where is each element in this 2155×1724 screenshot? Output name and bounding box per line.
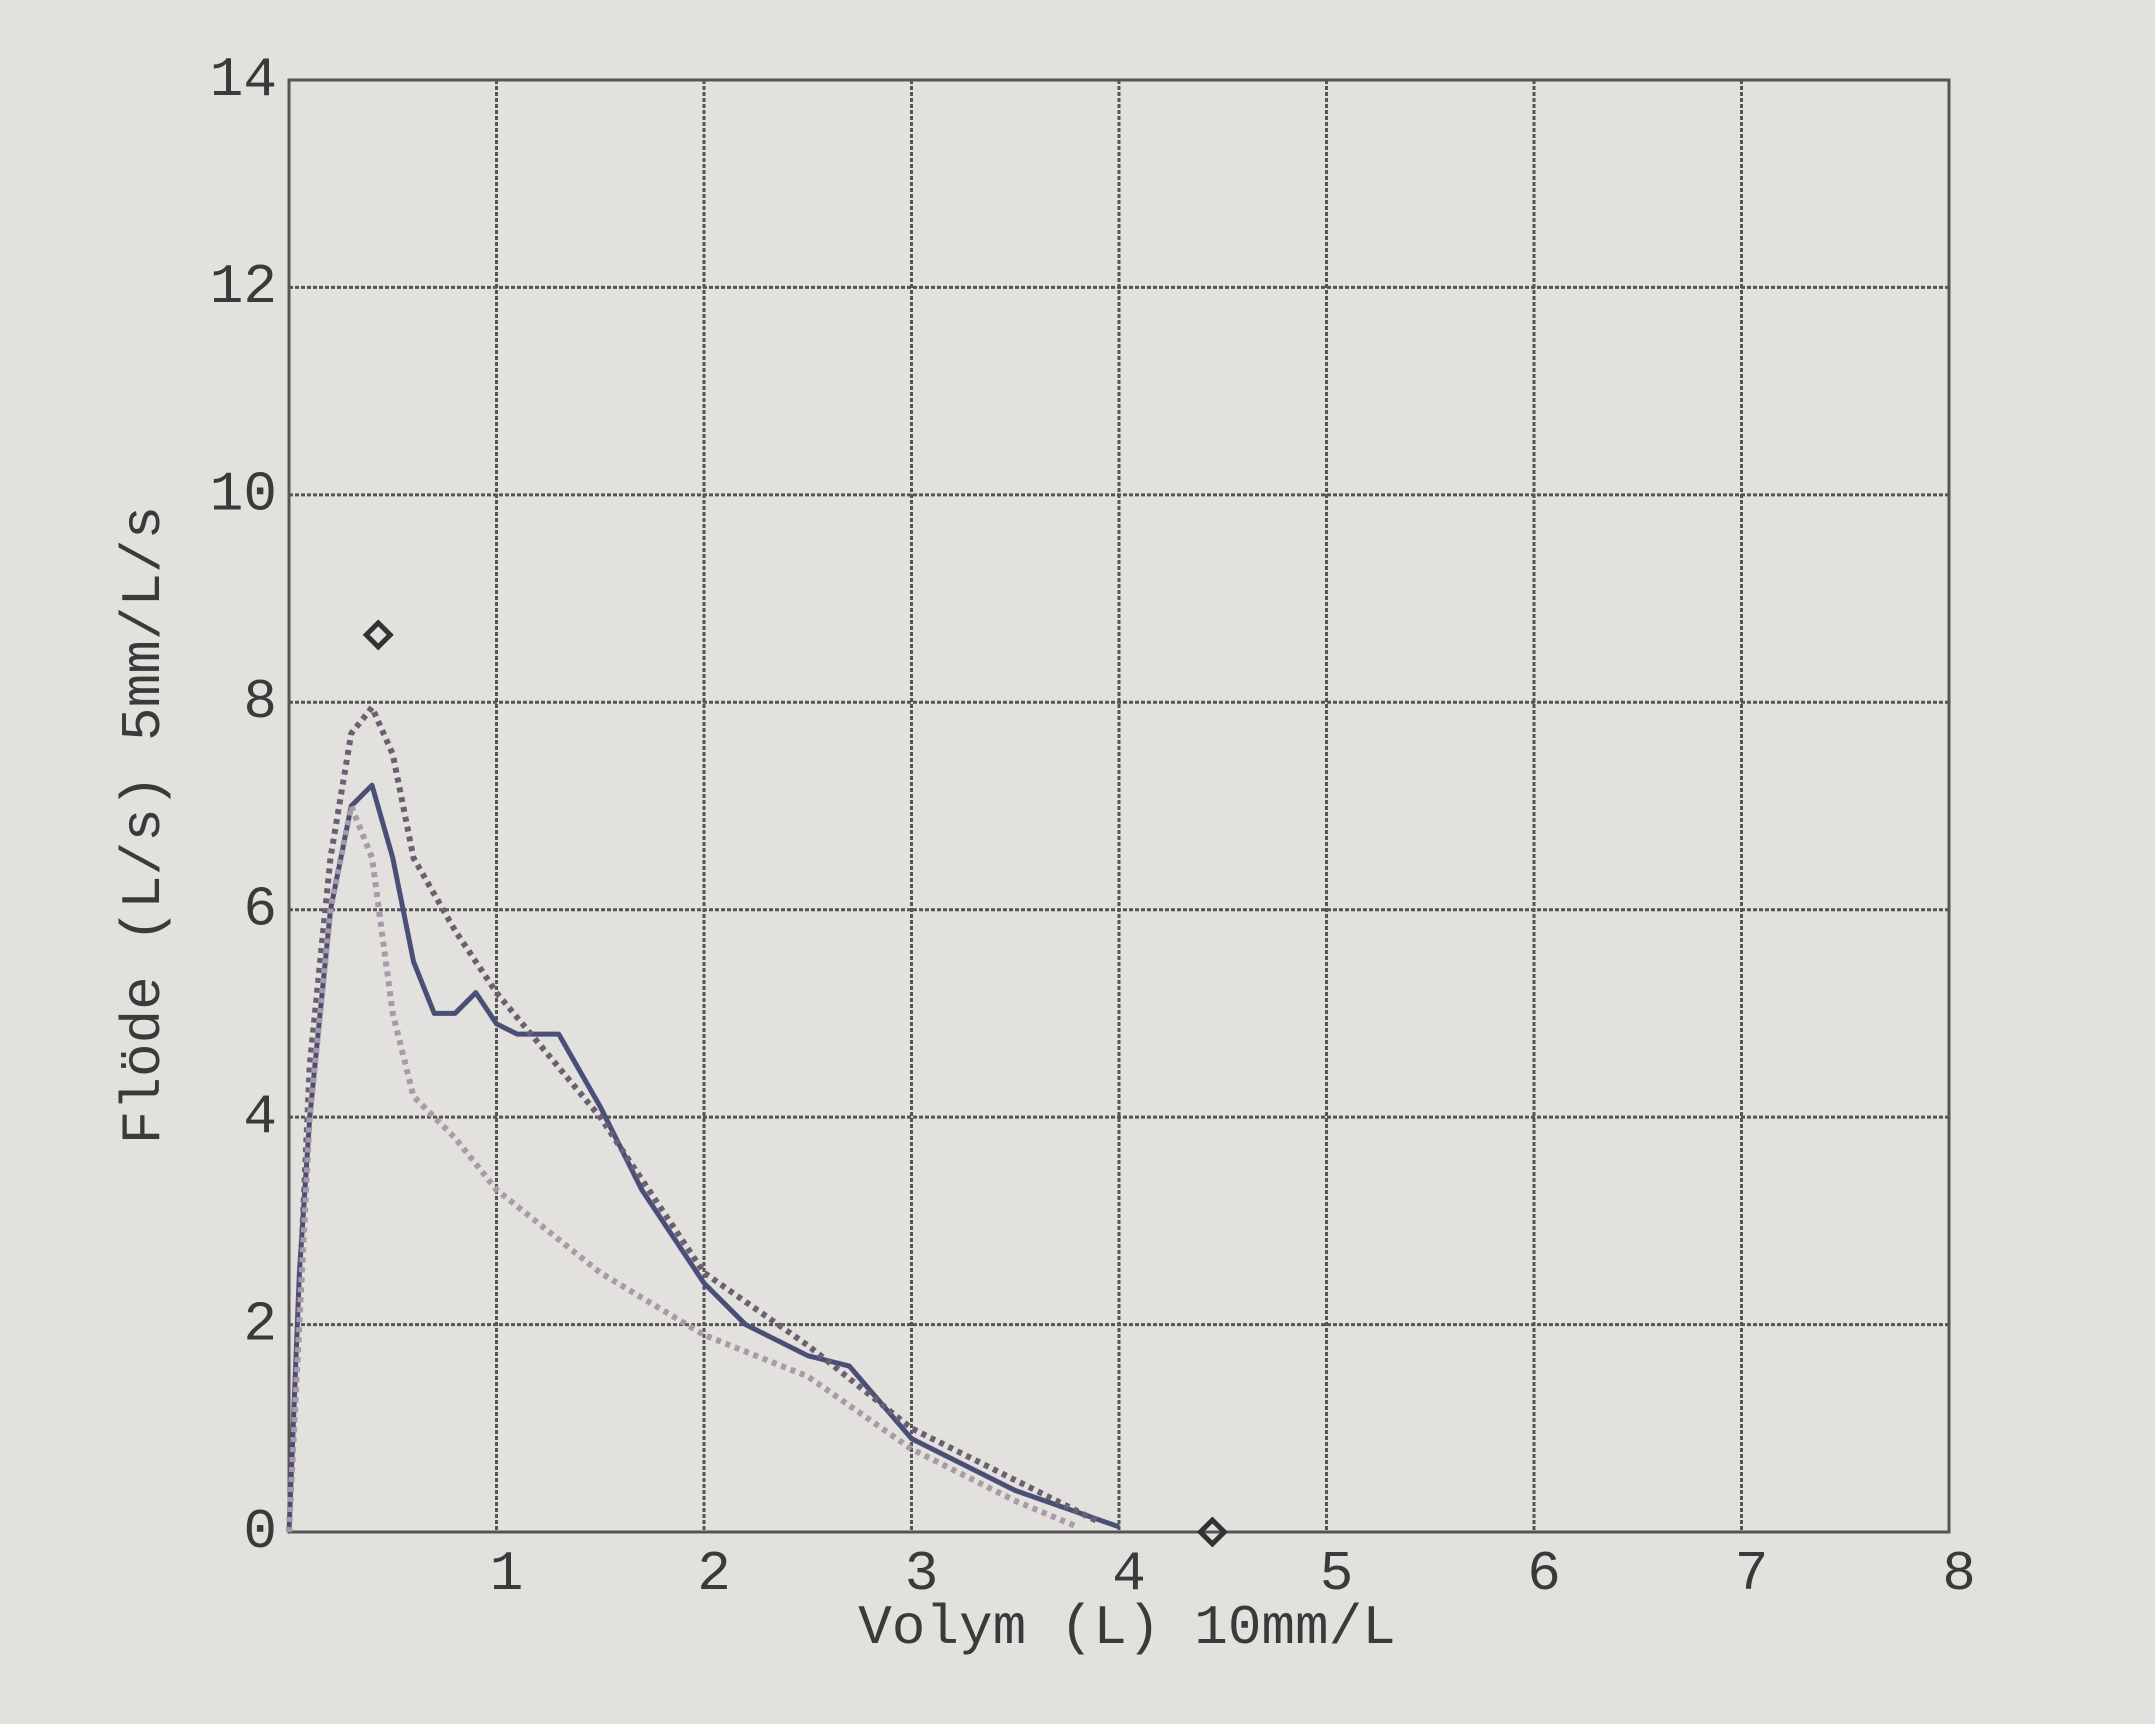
x-axis-label: Volym (L) 10mm/L (858, 1596, 1396, 1660)
y-tick-label: 2 (243, 1292, 277, 1356)
x-tick-label: 8 (1942, 1542, 1976, 1606)
y-tick-label: 14 (210, 48, 277, 112)
y-tick-label: 8 (243, 670, 277, 734)
y-tick-label: 4 (243, 1085, 277, 1149)
x-tick-label: 2 (697, 1542, 731, 1606)
flow-curve (286, 803, 1079, 1533)
y-tick-label: 10 (210, 463, 277, 527)
y-tick-label: 12 (210, 255, 277, 319)
predicted-marker (1196, 1516, 1228, 1548)
flow-curve (286, 704, 1100, 1533)
x-tick-label: 6 (1527, 1542, 1561, 1606)
y-tick-label: 0 (243, 1500, 277, 1564)
predicted-marker (362, 619, 394, 651)
x-tick-label: 1 (490, 1542, 524, 1606)
y-tick-label: 6 (243, 878, 277, 942)
x-tick-label: 4 (1112, 1542, 1146, 1606)
x-tick-label: 5 (1320, 1542, 1354, 1606)
x-tick-label: 7 (1735, 1542, 1769, 1606)
y-axis-label: Flöde (L/s) 5mm/L/s (112, 506, 176, 1145)
x-tick-label: 3 (905, 1542, 939, 1606)
